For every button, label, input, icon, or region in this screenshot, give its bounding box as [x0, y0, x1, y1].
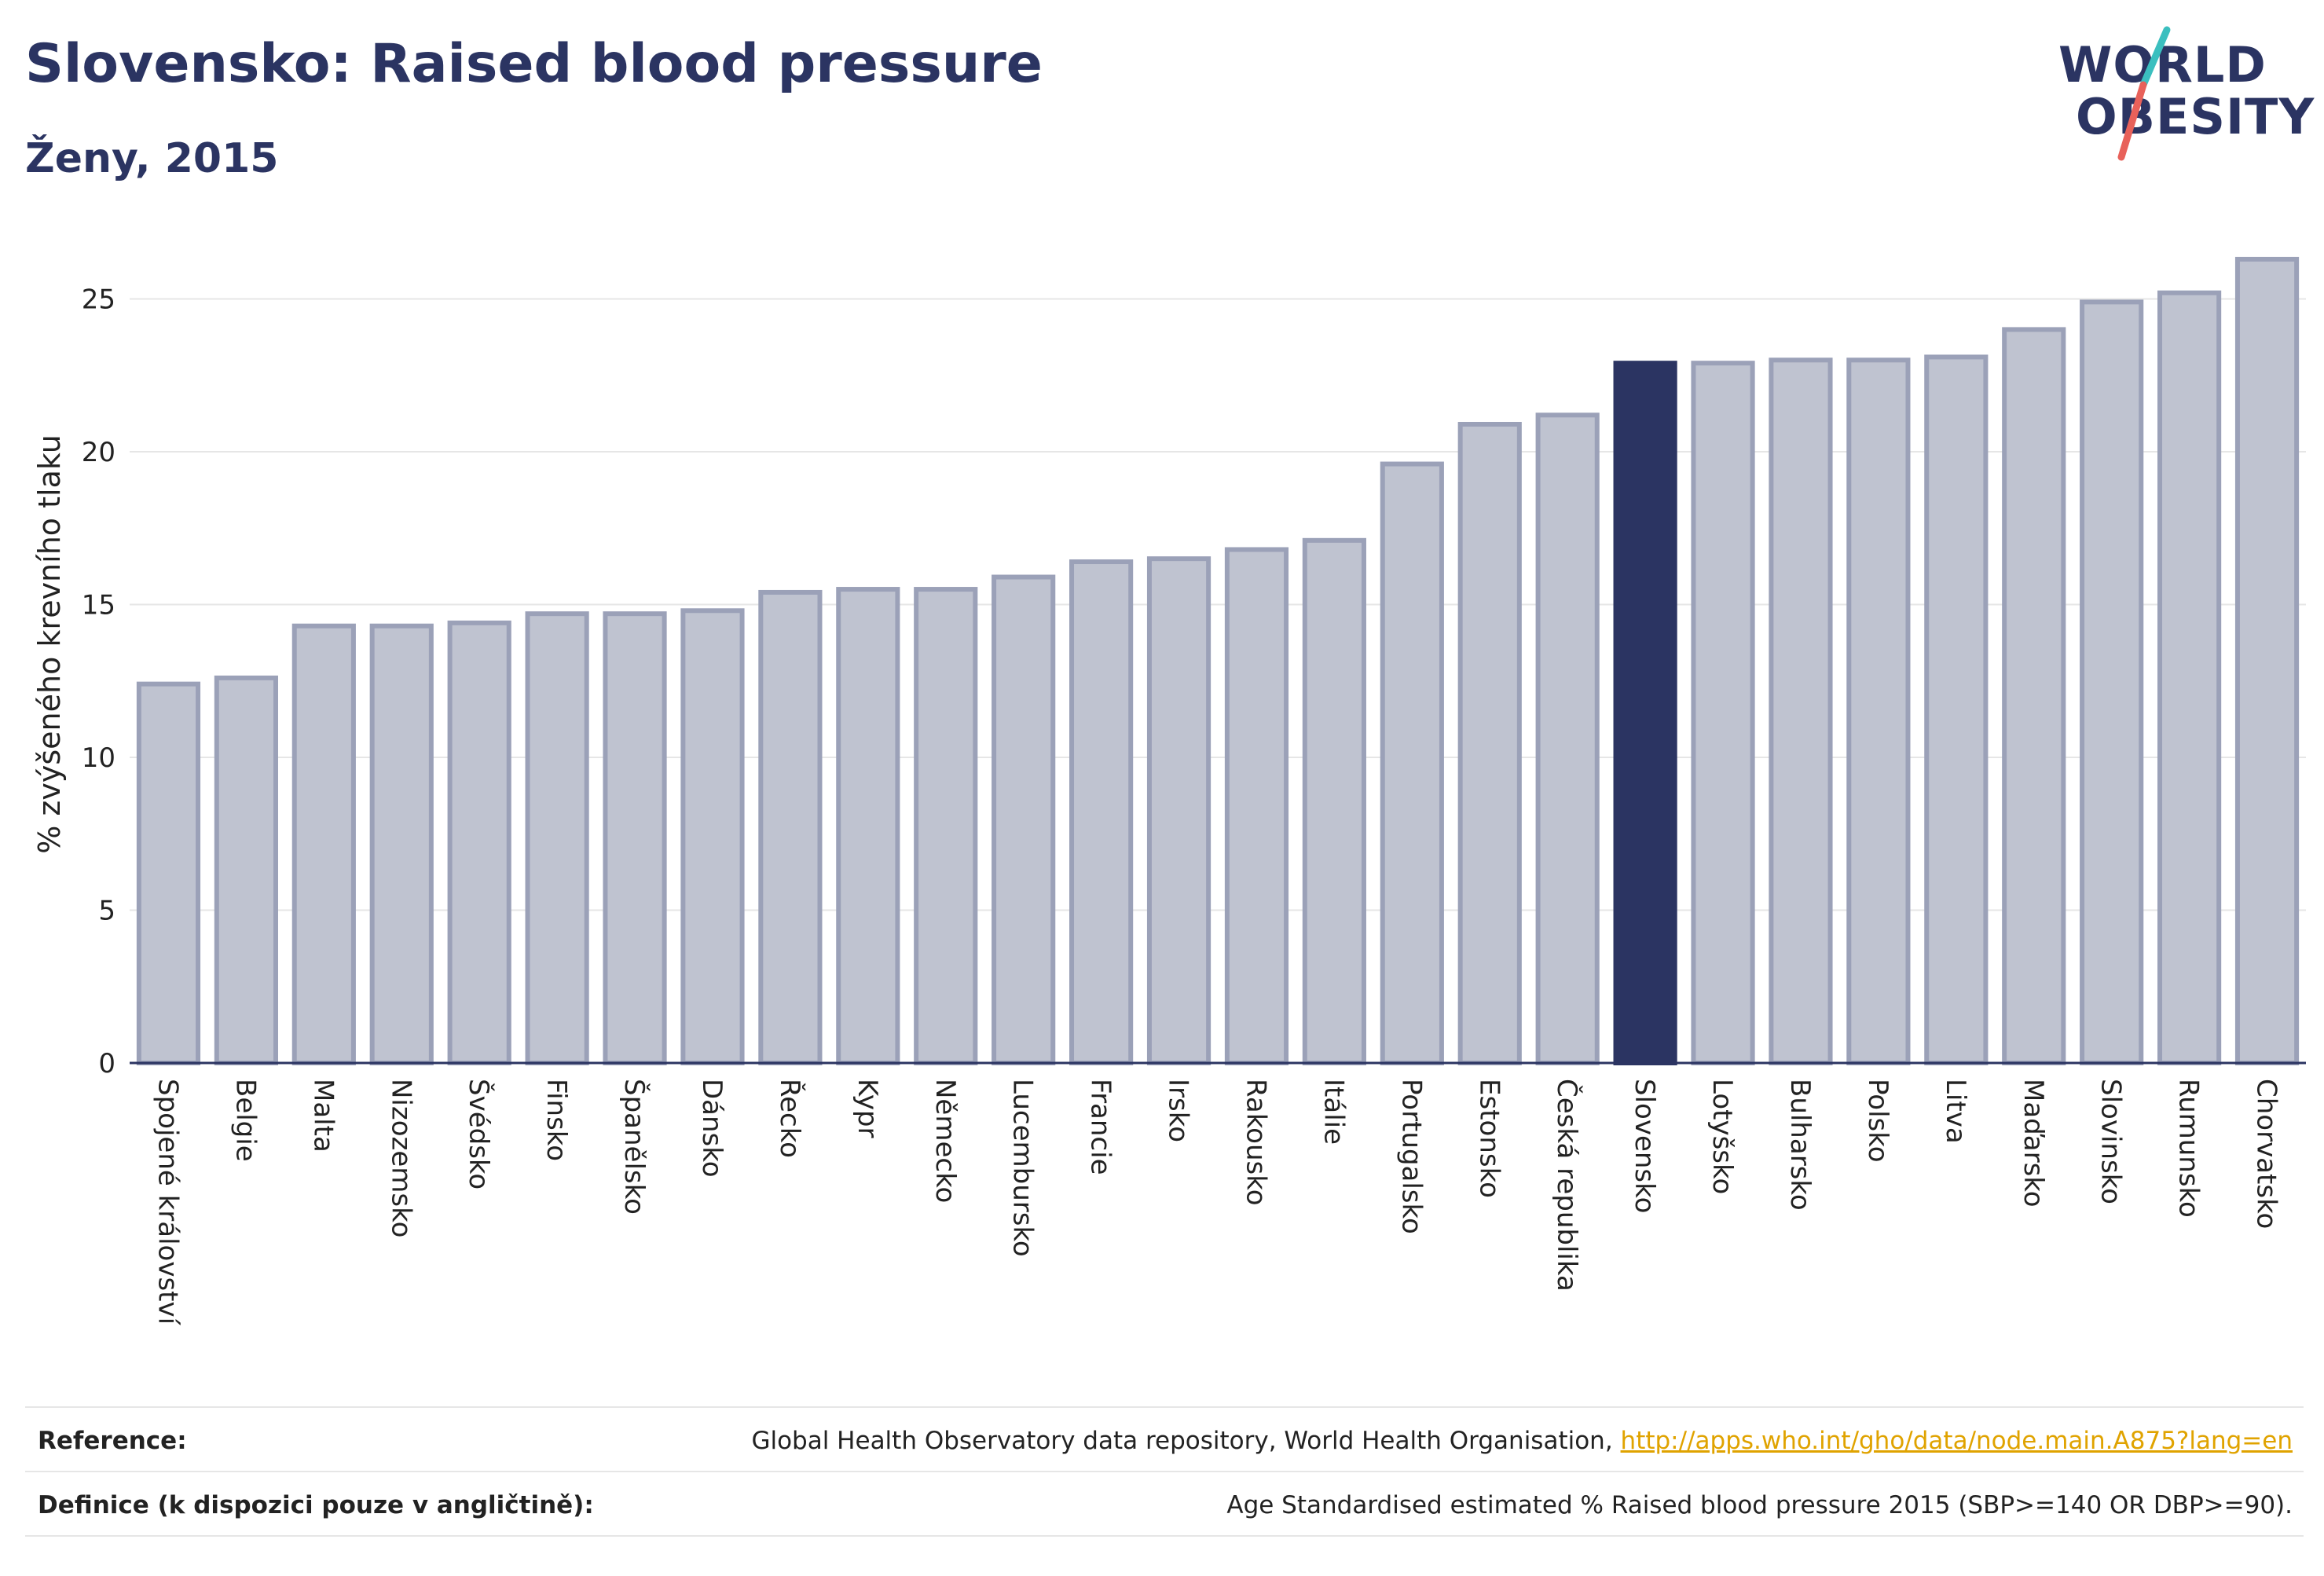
- x-tick-label: Nizozemsko: [385, 1079, 416, 1237]
- x-tick-label: Rakousko: [1240, 1079, 1271, 1206]
- x-tick-label: Česká republika: [1551, 1079, 1583, 1292]
- bar: [1224, 547, 1289, 1066]
- x-tick-label: Malta: [307, 1079, 339, 1153]
- footer-divider-bottom: [25, 1535, 2304, 1537]
- x-tick-label: Belgie: [229, 1079, 261, 1162]
- bar: [1069, 559, 1134, 1066]
- bar: [1769, 357, 1833, 1066]
- x-tick-label: Rumunsko: [2173, 1079, 2205, 1218]
- bar: [1924, 354, 1989, 1066]
- definition-label: Definice (k dispozici pouze v angličtině…: [38, 1491, 594, 1519]
- x-tick-label: Německo: [929, 1079, 961, 1203]
- bar: [214, 675, 278, 1065]
- chart-title: Slovensko: Raised blood pressure: [25, 33, 1043, 95]
- x-tick-label: Lotyšsko: [1706, 1079, 1738, 1194]
- y-tick-label: 10: [82, 742, 115, 774]
- bar-chart: 0 5 10 15 20 25 Spojené království Belgie Malta N…: [32, 256, 2306, 1326]
- x-tick-label: Itálie: [1318, 1079, 1349, 1145]
- logo-line-2: OBESITY: [2076, 88, 2315, 145]
- bar: [1380, 461, 1444, 1065]
- bar: [447, 620, 511, 1065]
- bar: [2157, 290, 2222, 1066]
- bar: [680, 608, 745, 1065]
- x-tick-label: Řecko: [774, 1079, 806, 1158]
- bar: [992, 574, 1056, 1065]
- bar: [525, 611, 589, 1065]
- x-tick-label: Estonsko: [1473, 1079, 1505, 1198]
- x-tick-label: Finsko: [541, 1079, 572, 1161]
- bars: [136, 256, 2300, 1066]
- bar: [836, 587, 900, 1065]
- bar: [1691, 361, 1755, 1065]
- bar: [2002, 327, 2066, 1065]
- x-tick-label: Slovensko: [1629, 1079, 1660, 1213]
- x-tick-label: Slovinsko: [2095, 1079, 2127, 1204]
- bar: [603, 611, 667, 1065]
- y-tick-label: 20: [82, 437, 115, 468]
- x-tick-label: Švédsko: [463, 1079, 495, 1189]
- bar: [291, 623, 356, 1065]
- y-tick-label: 5: [98, 896, 115, 927]
- logo-slash-icon: [2117, 26, 2171, 161]
- x-tick-label: Francie: [1085, 1079, 1116, 1175]
- bar: [136, 681, 201, 1065]
- x-tick-label: Portugalsko: [1395, 1079, 1427, 1234]
- x-tick-label: Polsko: [1862, 1079, 1893, 1163]
- footer-divider-top: [25, 1406, 2304, 1408]
- bar: [369, 623, 434, 1065]
- bar: [1535, 412, 1600, 1065]
- y-tick-label: 25: [82, 284, 115, 316]
- bar: [1302, 537, 1366, 1065]
- world-obesity-logo: WORLD OBESITY: [2058, 24, 2314, 165]
- y-axis-label: % zvýšeného krevního tlaku: [32, 434, 67, 854]
- chart-subtitle: Ženy, 2015: [25, 135, 279, 182]
- x-tick-label: Irsko: [1163, 1079, 1194, 1142]
- x-tick-label: Chorvatsko: [2251, 1079, 2282, 1229]
- x-tick-label: Lucembursko: [1007, 1079, 1039, 1257]
- bar: [1457, 421, 1522, 1065]
- bar-highlighted: [1613, 361, 1677, 1065]
- x-tick-label: Španělsko: [618, 1079, 651, 1215]
- reference-text: Global Health Observatory data repositor…: [751, 1427, 1621, 1455]
- bar: [1846, 357, 1911, 1066]
- reference-value: Global Health Observatory data repositor…: [751, 1427, 2293, 1455]
- definition-value: Age Standardised estimated % Raised bloo…: [1226, 1491, 2293, 1519]
- axes: 0 5 10 15 20 25 Spojené království Belgie Malta N…: [82, 284, 2306, 1326]
- x-tick-label: Maďarsko: [2018, 1079, 2049, 1208]
- y-tick-label: 0: [98, 1048, 115, 1079]
- bar: [758, 589, 823, 1065]
- x-tick-label: Bulharsko: [1784, 1079, 1816, 1211]
- bar: [914, 587, 978, 1065]
- x-tick-label: Kypr: [852, 1079, 883, 1138]
- reference-label: Reference:: [38, 1427, 187, 1455]
- bar: [2080, 299, 2144, 1065]
- reference-link[interactable]: http://apps.who.int/gho/data/node.main.A…: [1620, 1427, 2293, 1455]
- bar: [2234, 256, 2300, 1066]
- bar: [1146, 556, 1211, 1065]
- y-tick-label: 15: [82, 590, 115, 621]
- x-tick-label: Litva: [1940, 1079, 1971, 1144]
- x-tick-label: Dánsko: [696, 1079, 728, 1178]
- footer-divider-middle: [25, 1471, 2304, 1472]
- x-tick-label: Spojené království: [152, 1079, 183, 1326]
